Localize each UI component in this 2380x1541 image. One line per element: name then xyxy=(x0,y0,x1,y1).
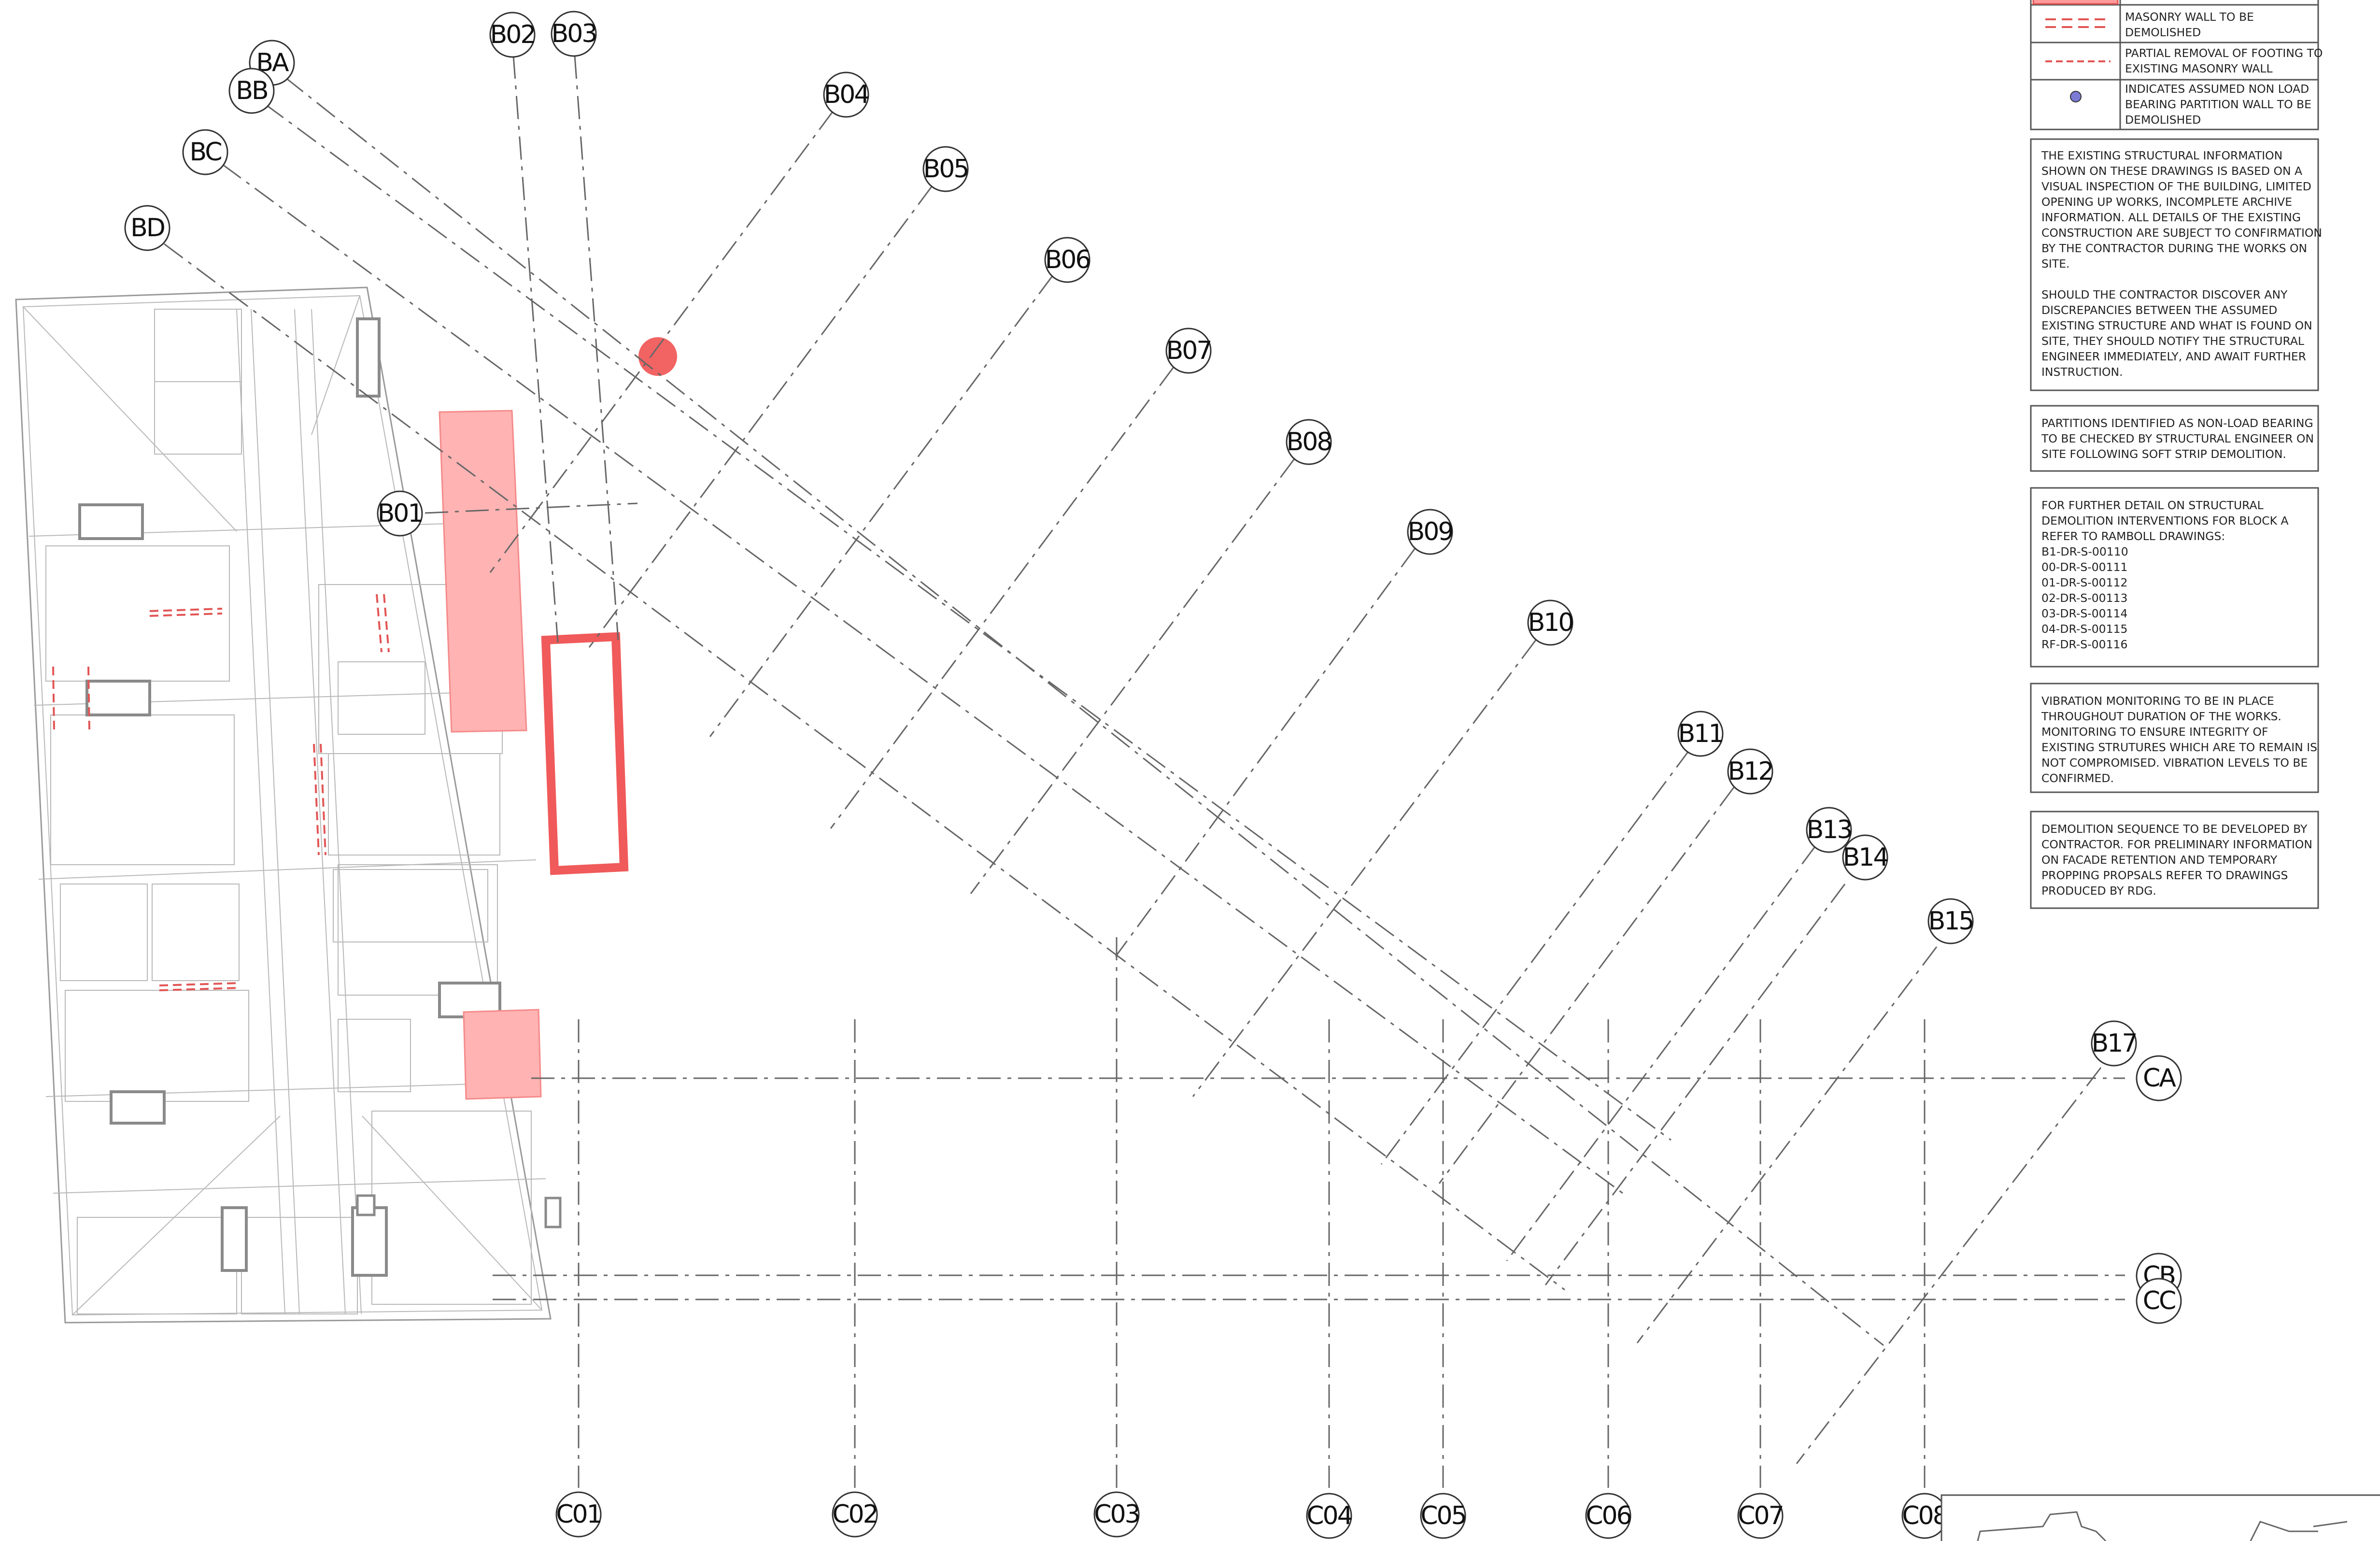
svg-text:B02: B02 xyxy=(490,20,535,49)
grid-bubble-b12: B12 xyxy=(1727,748,1774,795)
svg-text:B09: B09 xyxy=(1408,517,1453,546)
grid-bubble-bc: BC xyxy=(182,129,228,175)
svg-text:C01: C01 xyxy=(556,1500,601,1529)
non-load-bearing-marker xyxy=(638,337,677,376)
grid-bubble-b03: B03 xyxy=(551,11,597,57)
grid-bubble-ca: CA xyxy=(2136,1055,2182,1101)
legend-symbol-blue-dot-icon xyxy=(2070,91,2082,102)
svg-text:B05: B05 xyxy=(923,155,968,184)
svg-text:FOR FURTHER DETAIL ON STRUCTUR: FOR FURTHER DETAIL ON STRUCTURAL DEMOLIT… xyxy=(2041,499,2292,651)
svg-text:B14: B14 xyxy=(1843,843,1888,872)
svg-text:B06: B06 xyxy=(1045,245,1090,274)
demolition-area-upper xyxy=(439,410,527,733)
svg-text:B08: B08 xyxy=(1287,428,1332,457)
svg-text:THE EXISTING STRUCTURAL INFORM: THE EXISTING STRUCTURAL INFORMATION SHOW… xyxy=(2041,149,2325,379)
grid-bubble-b08: B08 xyxy=(1286,419,1332,465)
grid-bubble-bd: BD xyxy=(124,205,170,251)
grid-bubble-b10: B10 xyxy=(1527,599,1574,646)
legend-label-masonry-wall: MASONRY WALL TO BE DEMOLISHED xyxy=(2125,10,2257,39)
grid-bubble-c01: C01 xyxy=(555,1491,603,1538)
svg-text:B11: B11 xyxy=(1678,719,1723,748)
svg-text:C08: C08 xyxy=(1902,1501,1947,1530)
grid-bubble-b02: B02 xyxy=(489,12,536,58)
grid-bubble-b11: B11 xyxy=(1677,711,1724,757)
grid-bubble-b13: B13 xyxy=(1806,807,1853,853)
svg-text:B10: B10 xyxy=(1528,608,1573,637)
grid-bubble-c02: C02 xyxy=(832,1491,879,1538)
grid-bubble-b04: B04 xyxy=(823,71,870,118)
svg-text:DEMOLITION SEQUENCE TO BE DEVE: DEMOLITION SEQUENCE TO BE DEVELOPED BY C… xyxy=(2041,822,2316,898)
demolition-area-lower xyxy=(463,1009,542,1100)
grid-bubble-c08: C08 xyxy=(1901,1493,1949,1539)
svg-text:B01: B01 xyxy=(378,499,423,528)
svg-text:C02: C02 xyxy=(832,1500,877,1529)
svg-text:B13: B13 xyxy=(1807,815,1852,844)
grid-bubble-b14: B14 xyxy=(1842,834,1889,881)
svg-text:B17: B17 xyxy=(2092,1029,2137,1058)
svg-text:C04: C04 xyxy=(1306,1501,1352,1530)
grid-bubble-b07: B07 xyxy=(1165,328,1212,374)
svg-text:C06: C06 xyxy=(1586,1501,1630,1530)
legend-symbol-masonry-wall xyxy=(2045,18,2111,28)
note-demolition-sequence: DEMOLITION SEQUENCE TO BE DEVELOPED BY C… xyxy=(2030,811,2319,909)
svg-text:C03: C03 xyxy=(1094,1500,1139,1529)
demolition-zones xyxy=(439,337,677,1100)
legend-label-non-load-bearing: INDICATES ASSUMED NON LOAD BEARING PARTI… xyxy=(2125,82,2315,127)
svg-text:B12: B12 xyxy=(1728,757,1773,786)
grid-bubble-b15: B15 xyxy=(1927,898,1974,944)
grid-bubble-c03: C03 xyxy=(1093,1491,1141,1538)
grid-bubbles: BA BB BC BD B01 B02 B03 B04 B05 B06 B07 … xyxy=(124,11,2182,1539)
svg-text:BD: BD xyxy=(130,214,164,243)
svg-text:B15: B15 xyxy=(1928,907,1973,936)
notes: THE EXISTING STRUCTURAL INFORMATION SHOW… xyxy=(2030,138,2325,909)
note-vibration-monitoring: VIBRATION MONITORING TO BE IN PLACE THRO… xyxy=(2030,683,2321,793)
legend: MASONRY WALL TO BE DEMOLISHED PARTIAL RE… xyxy=(2030,0,2326,130)
key-plan xyxy=(1941,1494,2380,1541)
grid-bubble-b05: B05 xyxy=(922,146,969,192)
svg-text:PARTITIONS IDENTIFIED AS NON-L: PARTITIONS IDENTIFIED AS NON-LOAD BEARIN… xyxy=(2041,416,2318,461)
legend-label-partial-footing: PARTIAL REMOVAL OF FOOTING TO EXISTING M… xyxy=(2125,46,2326,75)
svg-text:C07: C07 xyxy=(1738,1501,1783,1530)
svg-text:B07: B07 xyxy=(1166,336,1211,365)
grid-bubble-c04: C04 xyxy=(1306,1493,1354,1539)
grid-bubble-b01: B01 xyxy=(377,490,424,537)
grid-bubble-b17: B17 xyxy=(2091,1020,2138,1067)
note-existing-structure: THE EXISTING STRUCTURAL INFORMATION SHOW… xyxy=(2030,138,2325,391)
grid-lines xyxy=(164,55,2125,1488)
svg-text:C05: C05 xyxy=(1420,1501,1465,1530)
svg-text:BC: BC xyxy=(189,138,221,167)
svg-text:CC: CC xyxy=(2143,1286,2175,1315)
svg-text:BB: BB xyxy=(236,76,267,105)
grid-bubble-c05: C05 xyxy=(1420,1493,1467,1539)
grid-bubble-c06: C06 xyxy=(1585,1493,1632,1539)
svg-text:B04: B04 xyxy=(824,80,869,109)
svg-text:VIBRATION MONITORING TO BE IN: VIBRATION MONITORING TO BE IN PLACE THRO… xyxy=(2041,694,2321,785)
note-further-detail: FOR FURTHER DETAIL ON STRUCTURAL DEMOLIT… xyxy=(2030,487,2319,668)
grid-bubble-b09: B09 xyxy=(1407,509,1454,555)
grid-bubble-bb: BB xyxy=(228,68,275,114)
masonry-wall-outline xyxy=(541,632,629,875)
svg-text:CA: CA xyxy=(2143,1064,2176,1093)
note-partitions: PARTITIONS IDENTIFIED AS NON-LOAD BEARIN… xyxy=(2030,405,2319,472)
svg-text:B03: B03 xyxy=(552,19,596,48)
grid-bubble-c07: C07 xyxy=(1737,1493,1785,1539)
building-plan xyxy=(15,286,562,1324)
grid-bubble-cc: CC xyxy=(2136,1278,2182,1324)
grid-bubble-b06: B06 xyxy=(1044,237,1091,283)
